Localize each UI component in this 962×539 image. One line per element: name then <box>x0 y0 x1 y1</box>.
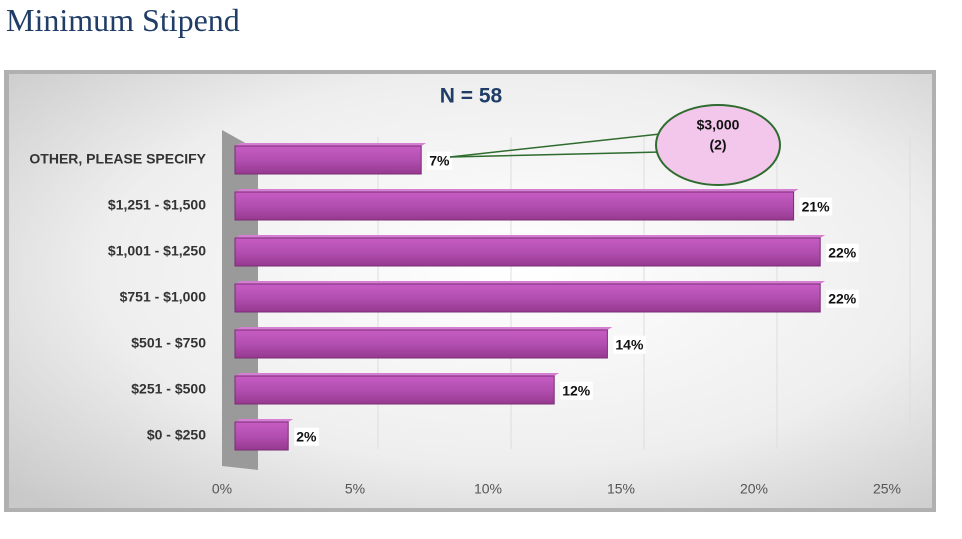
data-label: 22% <box>828 245 857 261</box>
bar <box>234 145 422 175</box>
data-label: 14% <box>615 337 644 353</box>
x-tick-label: 0% <box>212 481 232 497</box>
data-label-background <box>826 243 859 262</box>
bar <box>234 191 795 221</box>
callout-pointer <box>449 133 661 158</box>
bar-top <box>235 327 613 330</box>
y-tick-label: OTHER, PLEASE SPECIFY <box>29 151 206 167</box>
data-label-background <box>294 427 319 446</box>
x-tick-label: 5% <box>345 481 365 497</box>
data-label-background <box>427 151 452 170</box>
chart-title: N = 58 <box>440 85 503 108</box>
data-label-background <box>799 197 833 216</box>
x-tick-label: 25% <box>873 481 901 497</box>
x-tick-label: 20% <box>740 481 768 497</box>
bar-top <box>235 373 560 376</box>
plot-background <box>9 74 932 508</box>
y-tick-label: $0 - $250 <box>147 427 206 443</box>
bar-top <box>235 419 294 422</box>
data-label: 22% <box>828 291 857 307</box>
bar <box>234 283 821 313</box>
y-tick-label: $751 - $1,000 <box>120 289 207 305</box>
data-label: 7% <box>429 153 450 169</box>
side-wall <box>222 130 258 470</box>
y-tick-label: $501 - $750 <box>131 335 206 351</box>
y-tick-label: $251 - $500 <box>131 381 206 397</box>
data-label: 12% <box>562 383 591 399</box>
bar-top <box>235 189 799 192</box>
callout-pointer <box>449 151 661 158</box>
bar-top <box>235 143 427 146</box>
data-label: 2% <box>296 429 317 445</box>
data-label: 21% <box>802 199 831 215</box>
x-tick-label: 15% <box>607 481 635 497</box>
bar-top <box>235 281 826 284</box>
bar <box>234 421 289 451</box>
data-label-background <box>560 381 593 400</box>
data-label-background <box>826 289 859 308</box>
bar-top <box>235 235 826 238</box>
callout-text: $3,000 <box>697 117 740 133</box>
callout-bubble <box>655 104 781 186</box>
bar <box>234 237 821 267</box>
callout-text: (2) <box>709 137 726 153</box>
chart-frame <box>4 70 936 512</box>
y-tick-label: $1,251 - $1,500 <box>108 197 206 213</box>
y-tick-label: $1,001 - $1,250 <box>108 243 206 259</box>
bar <box>234 329 608 359</box>
data-label-background <box>613 335 646 354</box>
bar <box>234 375 555 405</box>
x-tick-label: 10% <box>474 481 502 497</box>
page-title: Minimum Stipend <box>6 2 240 38</box>
